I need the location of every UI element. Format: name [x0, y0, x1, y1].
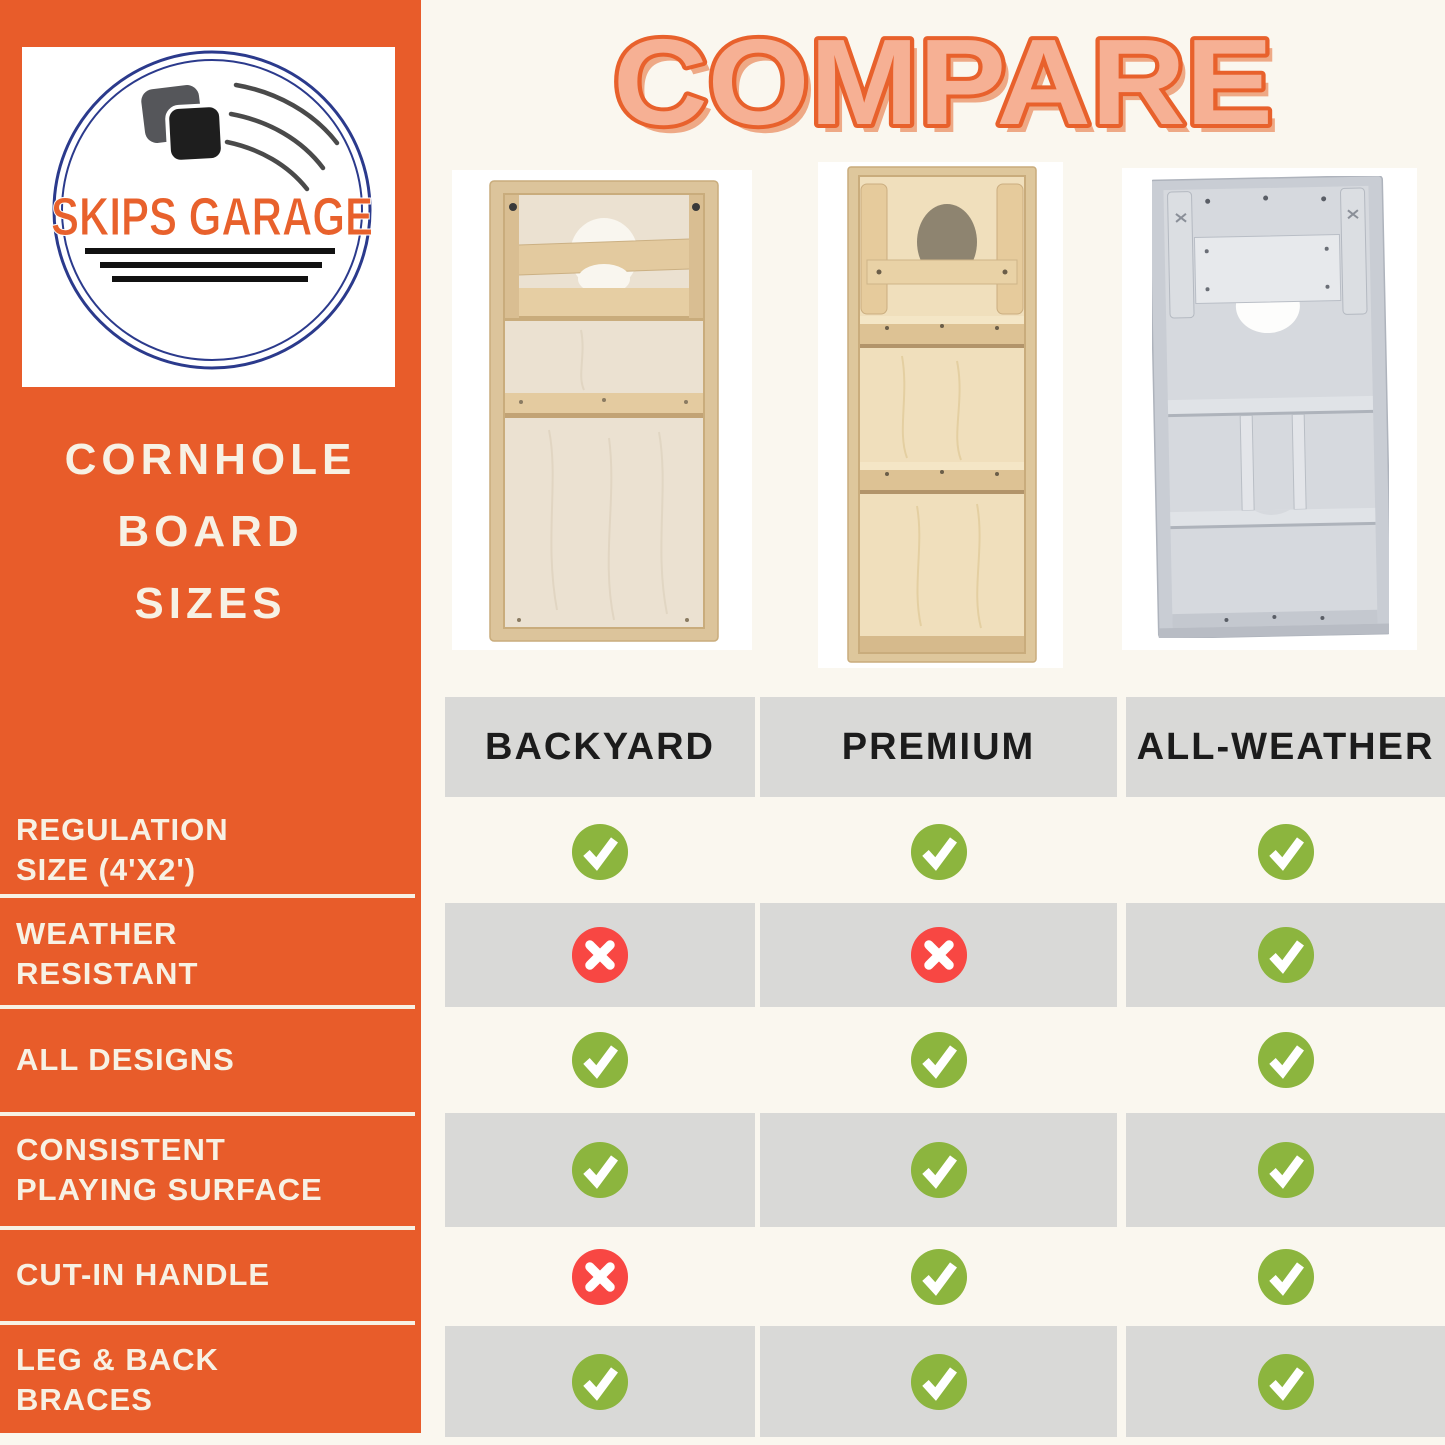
check-icon — [910, 1031, 968, 1089]
check-icon — [1257, 823, 1315, 881]
logo-outer-ring-icon — [52, 50, 372, 370]
sidebar-title-line: CORNHOLE — [64, 435, 357, 484]
check-icon — [910, 1248, 968, 1306]
cross-icon — [571, 1248, 629, 1306]
cross-icon — [910, 926, 968, 984]
check-icon — [1257, 1031, 1315, 1089]
bean-bags-icon — [141, 85, 225, 164]
column-header-backyard: BACKYARD — [445, 697, 755, 797]
compare-title-text: COMPARE — [613, 14, 1273, 150]
column-header-all-weather: ALL-WEATHER — [1126, 697, 1445, 797]
motion-lines-icon — [224, 82, 340, 192]
feature-label-leg-back-braces: LEG & BACK BRACES — [16, 1341, 219, 1417]
check-icon — [910, 1141, 968, 1199]
sidebar-divider — [0, 1112, 415, 1116]
sidebar-divider — [0, 1226, 415, 1230]
check-icon — [910, 823, 968, 881]
check-icon — [571, 1353, 629, 1411]
logo-brand-text: SKIPS GARAGE — [51, 187, 373, 247]
column-header-premium: PREMIUM — [760, 697, 1117, 797]
cross-icon — [571, 926, 629, 984]
check-icon — [571, 823, 629, 881]
compare-title-shadow: COMPARE — [620, 22, 1280, 158]
check-icon — [1257, 1248, 1315, 1306]
feature-label-consistent-surface: CONSISTENT PLAYING SURFACE — [16, 1132, 323, 1207]
feature-label-cut-in-handle: CUT-IN HANDLE — [16, 1257, 271, 1292]
check-icon — [1257, 926, 1315, 984]
logo-graphic: SKIPS GARAGE — [51, 50, 374, 370]
sidebar-divider — [0, 1321, 415, 1325]
check-icon — [571, 1031, 629, 1089]
sidebar-title-line: BOARD — [117, 507, 304, 556]
check-icon — [910, 1353, 968, 1411]
premium-board-photo — [847, 166, 1037, 663]
all-weather-board-photo — [1152, 176, 1389, 638]
backyard-board-photo — [489, 180, 719, 642]
feature-label-all-designs: ALL DESIGNS — [16, 1042, 235, 1077]
sidebar-title: CORNHOLE BOARD SIZES — [0, 424, 421, 640]
feature-label-weather-resistant: WEATHER RESISTANT — [16, 916, 199, 991]
logo-inner-ring-icon — [61, 59, 363, 361]
compare-title: COMPARE COMPARE — [609, 10, 1280, 158]
skips-garage-logo: SKIPS GARAGE — [22, 47, 395, 387]
check-icon — [1257, 1353, 1315, 1411]
sidebar-divider — [0, 1005, 415, 1009]
check-icon — [1257, 1141, 1315, 1199]
logo-underline-lines-icon — [85, 248, 335, 282]
sidebar: SKIPS GARAGE CORNHOLE BOARD SIZES REGULA… — [0, 0, 421, 1433]
feature-label-regulation-size: REGULATION SIZE (4'X2') — [16, 812, 229, 887]
sidebar-title-line: SIZES — [134, 579, 287, 628]
check-icon — [571, 1141, 629, 1199]
sidebar-divider — [0, 894, 415, 898]
